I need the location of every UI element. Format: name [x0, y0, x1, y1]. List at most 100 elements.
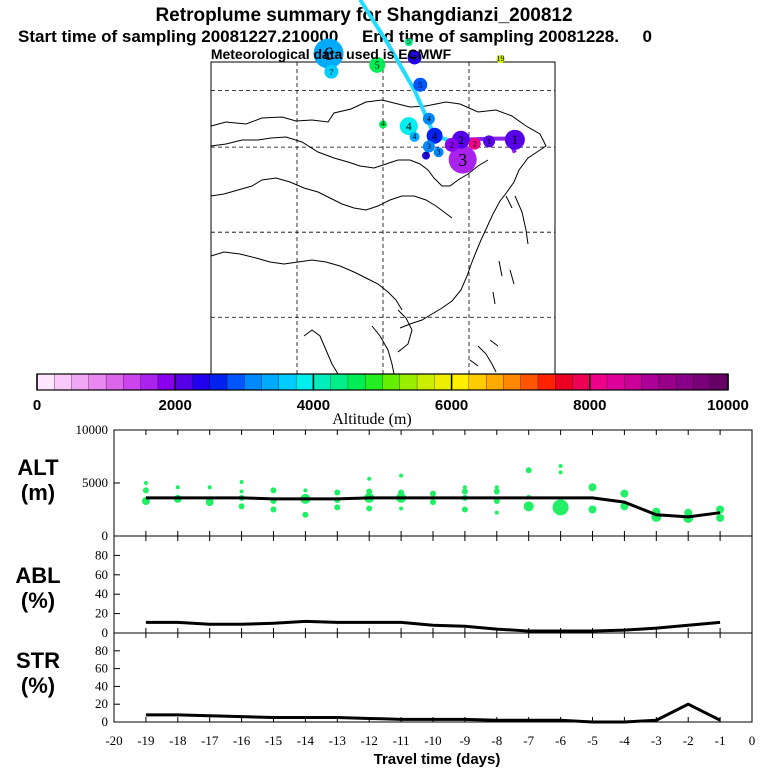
map-cluster-label: 4	[381, 119, 385, 128]
map-cluster-marker	[448, 145, 477, 174]
alt-scatter-point	[558, 470, 563, 475]
y-tick-label: 20	[95, 606, 108, 621]
alt-scatter-point	[334, 489, 341, 496]
map-cluster-label: 5	[407, 37, 411, 46]
colorbar-cell	[624, 373, 643, 391]
map-cluster-marker	[404, 38, 413, 47]
map-cluster-label: 2	[458, 135, 464, 147]
alt-scatter-point	[366, 505, 373, 512]
abl-panel-frame	[113, 535, 753, 634]
y-tick-label: 80	[95, 643, 108, 658]
colorbar-cell	[693, 373, 712, 391]
alt-scatter-point	[620, 489, 629, 498]
alt-scatter-point	[430, 499, 436, 506]
alt-scatter-point	[558, 464, 563, 469]
y-tick-label: 60	[95, 661, 108, 676]
alt-scatter-point	[143, 481, 148, 485]
alt-scatter-point	[588, 505, 597, 514]
x-tick-label: -15	[265, 733, 282, 748]
alt-scatter-point	[175, 485, 180, 490]
alt-scatter-point	[462, 485, 467, 490]
alt-scatter-point	[239, 479, 244, 484]
map-cluster-marker	[409, 131, 420, 142]
abl-panel-units: (%)	[21, 588, 55, 613]
alt-scatter-point	[334, 504, 341, 511]
map-cluster-label: 3	[427, 142, 431, 151]
alt-mean-line	[145, 496, 721, 519]
colorbar-cell	[468, 373, 487, 391]
y-tick-label: 20	[95, 696, 108, 711]
met-data-note: Meteorological data used is ECMWF	[211, 46, 452, 62]
y-tick-label: 0	[102, 528, 109, 543]
map-cluster-label: 4	[413, 132, 417, 141]
colorbar-cell	[209, 373, 228, 391]
colorbar-tick-label: 4000	[297, 397, 330, 414]
colorbar-cell	[123, 373, 142, 391]
map-cluster-marker	[413, 77, 428, 92]
colorbar-cell	[658, 373, 677, 391]
map-cluster-marker	[422, 112, 435, 125]
y-tick-label: 80	[95, 547, 108, 562]
colorbar-cell	[485, 373, 505, 391]
figure-subtitle: Start time of sampling 20081227.210000 E…	[18, 27, 652, 46]
colorbar-cell	[347, 373, 366, 391]
colorbar-cell	[54, 373, 73, 391]
colorbar-cell	[313, 373, 332, 391]
abl-line	[145, 619, 721, 633]
x-axis-label: Travel time (days)	[374, 751, 501, 768]
alt-scatter-point	[523, 501, 534, 512]
x-tick-label: -4	[619, 733, 630, 748]
alt-scatter-point	[239, 489, 244, 494]
alt-scatter-point	[238, 503, 245, 510]
time-series-lines	[145, 496, 721, 724]
map-cluster-marker	[444, 137, 459, 152]
map-cluster-label: 1	[487, 137, 491, 146]
alt-scatter-point	[399, 473, 404, 478]
colorbar-cell	[330, 373, 349, 391]
colorbar-cell	[192, 373, 211, 391]
colorbar-cell	[382, 373, 401, 391]
colorbar-cell	[226, 373, 245, 391]
alt-scatter-point	[525, 467, 532, 474]
altitude-colorbar: 0 2000 4000 6000 8000 10000 Altitude (m)	[33, 373, 749, 428]
str-panel-units: (%)	[21, 673, 55, 698]
colorbar-cell	[537, 373, 556, 391]
y-tick-label: 0	[102, 714, 109, 729]
alt-scatter-point	[552, 499, 569, 516]
colorbar-cell	[295, 373, 315, 391]
colorbar-cell	[520, 373, 539, 391]
colorbar-cell	[555, 373, 574, 391]
x-tick-label: -11	[393, 733, 410, 748]
colorbar-cell	[641, 373, 660, 391]
x-tick-label: 0	[749, 733, 756, 748]
map-cluster-label: 5	[375, 60, 380, 71]
str-panel-frame	[113, 632, 753, 723]
alt-scatter-point	[367, 476, 372, 481]
map-cluster-marker	[369, 56, 386, 73]
colorbar-cells	[36, 373, 729, 391]
str-line	[145, 702, 721, 724]
colorbar-cell	[88, 373, 107, 391]
colorbar-cell	[451, 373, 470, 391]
map-cluster-marker	[399, 117, 418, 136]
figure-title: Retroplume summary for Shangdianzi_20081…	[155, 5, 572, 26]
alt-scatter-point	[303, 488, 308, 493]
map-cluster-label: 4	[406, 121, 412, 133]
alt-scatter-point	[493, 498, 500, 505]
x-tick-label: -9	[459, 733, 470, 748]
colorbar-tick-label: 0	[33, 397, 41, 414]
alt-scatter-point	[142, 487, 149, 494]
x-tick-label: -7	[523, 733, 534, 748]
str-panel-label: STR	[16, 648, 60, 673]
alt-scatter-point	[207, 485, 212, 490]
alt-panel-label: ALT	[17, 455, 59, 480]
colorbar-tick-label: 6000	[435, 397, 468, 414]
y-tick-label: 10000	[76, 422, 109, 437]
map-cluster-label: 4	[427, 114, 431, 123]
y-tick-label: 40	[95, 678, 108, 693]
map-cluster-marker	[426, 127, 443, 144]
x-tick-label: -14	[297, 733, 315, 748]
abl-panel-label: ABL	[15, 563, 60, 588]
